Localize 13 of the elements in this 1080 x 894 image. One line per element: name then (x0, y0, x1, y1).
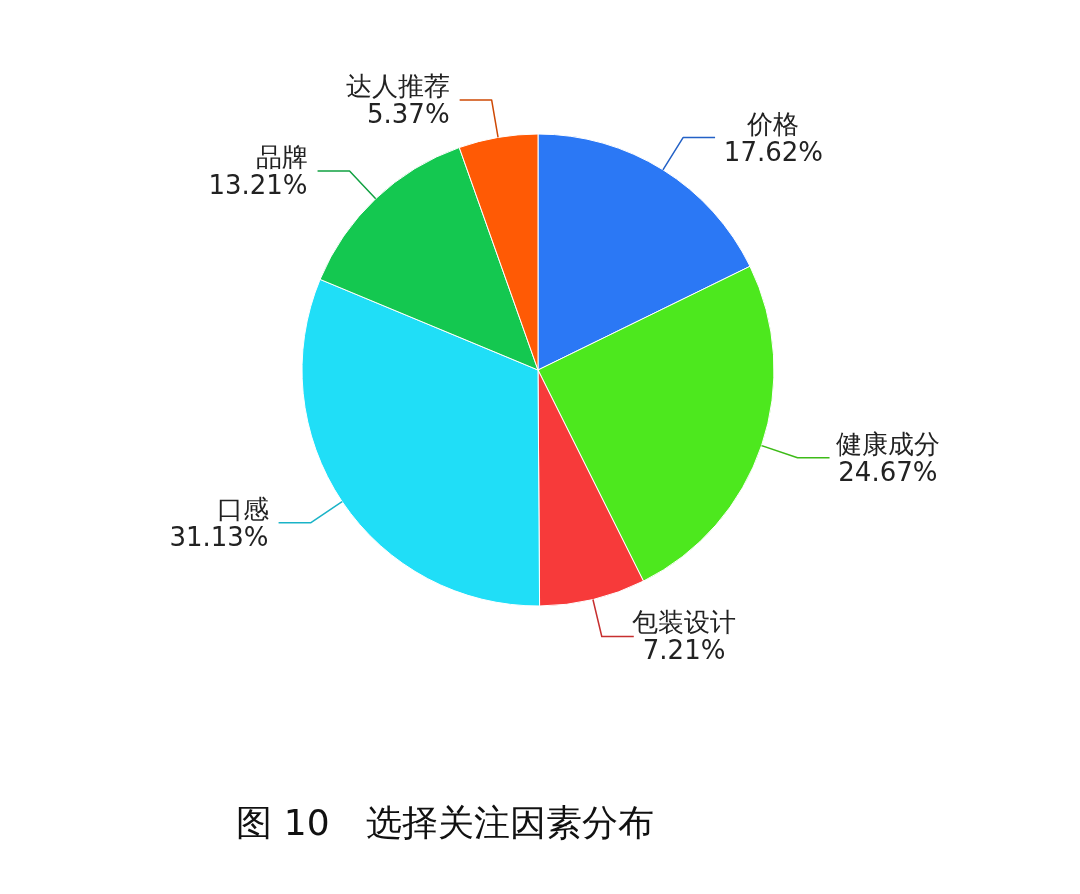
text: 图 10 选择关注因素分布 (236, 802, 654, 843)
slice-label: 健康成分 (835, 428, 940, 459)
data-label: 13.21% (208, 170, 308, 201)
data-label: 24.67% (838, 456, 938, 487)
data-label: 17.62% (723, 136, 823, 167)
data-label: 7.21% (642, 635, 726, 666)
slice-label: 达人推荐 (345, 70, 450, 101)
slice-label: 包装设计 (632, 607, 737, 638)
slice-label: 价格 (746, 108, 800, 139)
data-label: 5.37% (367, 98, 450, 129)
data-label: 31.13% (169, 521, 269, 552)
slice-label: 口感 (216, 493, 269, 524)
slice-label: 品牌 (255, 142, 308, 173)
